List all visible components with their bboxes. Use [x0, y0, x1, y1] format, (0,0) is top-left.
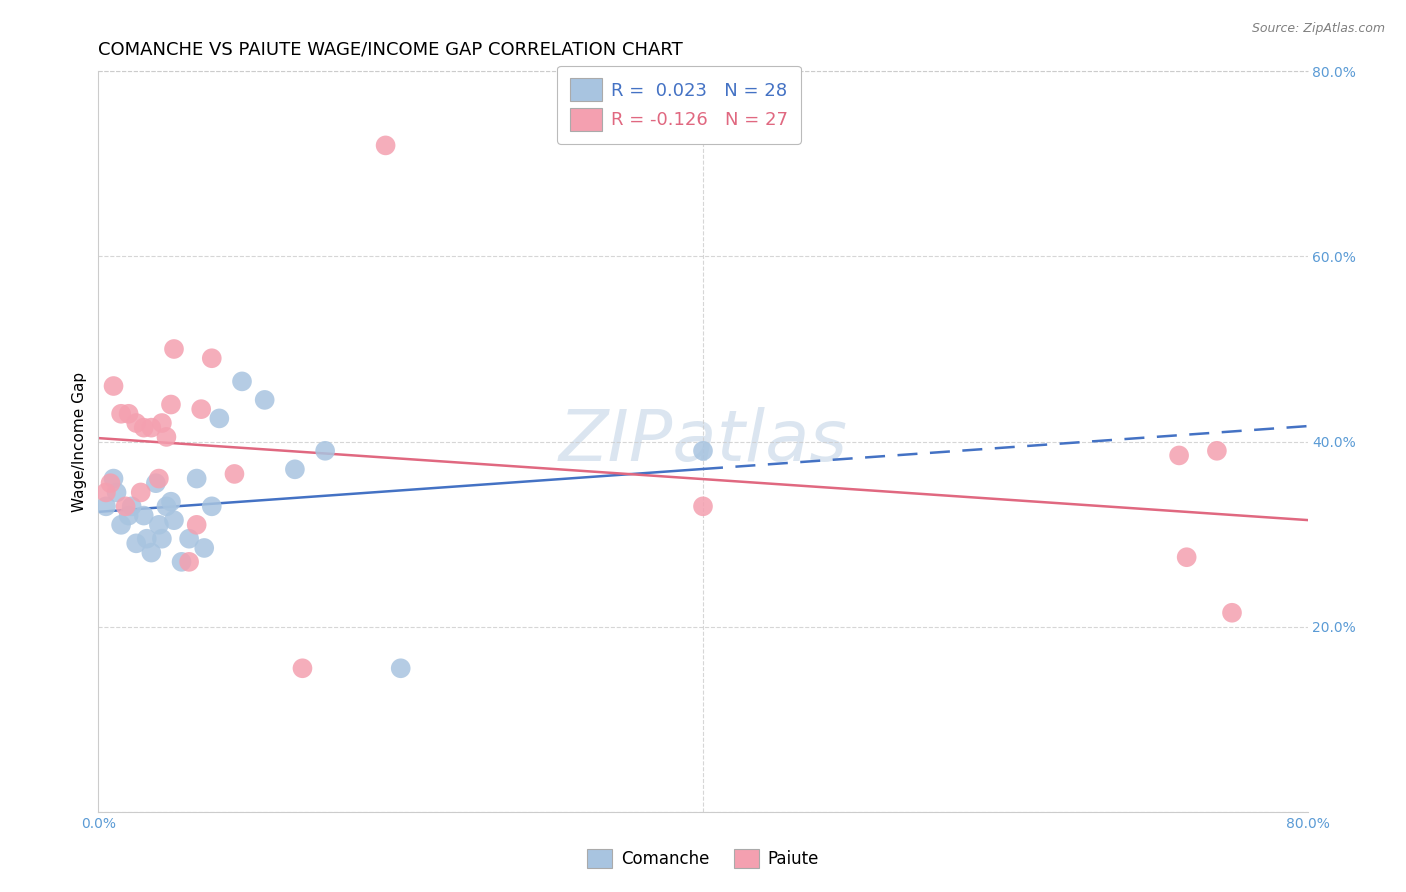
Point [145, 476, 167, 491]
Point [1175, 550, 1198, 565]
Point [291, 661, 314, 675]
Point [129, 485, 152, 500]
Point [389, 661, 412, 675]
Point [314, 443, 336, 458]
Point [118, 407, 141, 421]
Point [94, 485, 117, 500]
Point [190, 402, 212, 417]
Point [105, 485, 128, 500]
Point [1168, 449, 1191, 463]
Point [148, 472, 170, 486]
Point [132, 420, 155, 434]
Text: Source: ZipAtlas.com: Source: ZipAtlas.com [1251, 22, 1385, 36]
Legend: Comanche, Paiute: Comanche, Paiute [581, 842, 825, 875]
Point [231, 375, 253, 389]
Point [201, 351, 224, 366]
Point [160, 494, 183, 508]
Point [163, 513, 186, 527]
Point [110, 517, 132, 532]
Point [121, 500, 143, 514]
Legend: R =  0.023   N = 28, R = -0.126   N = 27: R = 0.023 N = 28, R = -0.126 N = 27 [557, 66, 801, 144]
Point [155, 430, 177, 444]
Point [150, 416, 173, 430]
Point [132, 508, 155, 523]
Point [118, 508, 141, 523]
Point [224, 467, 246, 481]
Point [284, 462, 307, 476]
Point [94, 500, 117, 514]
Point [100, 476, 122, 491]
Point [125, 416, 148, 430]
Point [141, 420, 163, 434]
Point [170, 555, 193, 569]
Point [208, 411, 231, 425]
Point [150, 532, 173, 546]
Point [186, 472, 208, 486]
Point [179, 555, 201, 569]
Point [692, 443, 714, 458]
Point [141, 545, 163, 560]
Point [201, 500, 224, 514]
Text: ZIPatlas: ZIPatlas [558, 407, 848, 476]
Point [186, 517, 208, 532]
Point [110, 407, 132, 421]
Point [103, 472, 125, 486]
Text: COMANCHE VS PAIUTE WAGE/INCOME GAP CORRELATION CHART: COMANCHE VS PAIUTE WAGE/INCOME GAP CORRE… [98, 41, 683, 59]
Point [155, 500, 177, 514]
Point [135, 532, 157, 546]
Point [148, 517, 170, 532]
Y-axis label: Wage/Income Gap: Wage/Income Gap [72, 371, 87, 512]
Point [114, 500, 136, 514]
Point [160, 398, 183, 412]
Point [179, 532, 201, 546]
Point [1206, 443, 1229, 458]
Point [125, 536, 148, 550]
Point [1220, 606, 1243, 620]
Point [163, 342, 186, 356]
Point [374, 138, 396, 153]
Point [193, 541, 215, 555]
Point [103, 379, 125, 393]
Point [692, 500, 714, 514]
Point [253, 392, 276, 407]
